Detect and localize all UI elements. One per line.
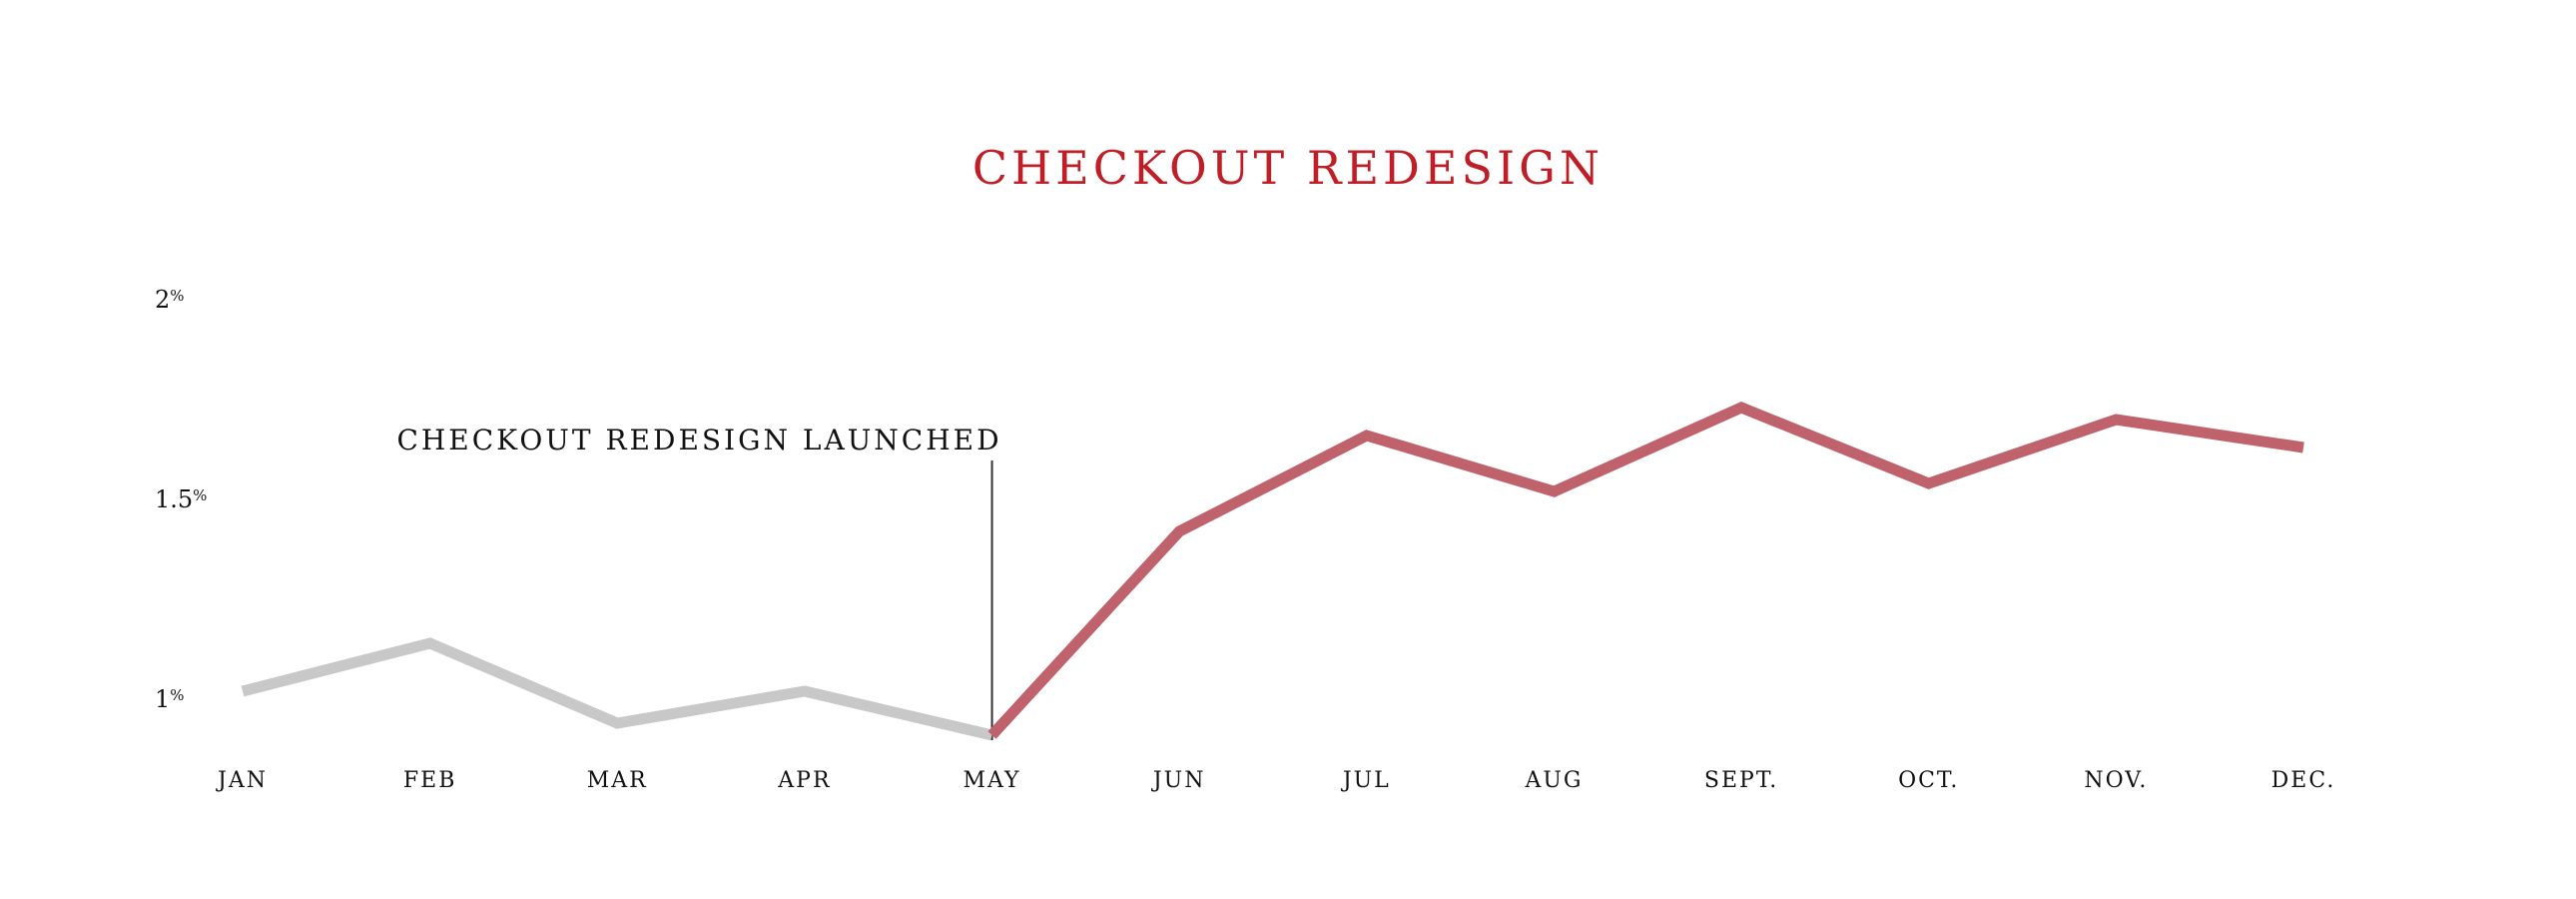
x-tick-label: MAR (587, 768, 648, 793)
annotation: CHECKOUT REDESIGN LAUNCHED (396, 424, 1001, 740)
data-points (242, 407, 2304, 736)
x-tick-label: OCT. (1898, 768, 1959, 793)
x-tick-label: SEPT. (1704, 768, 1778, 793)
x-tick-label: APR (777, 768, 831, 793)
y-tick-label: 1.5% (155, 485, 207, 513)
x-tick-label: JUN (1151, 768, 1206, 793)
x-tick-label: AUG (1524, 768, 1583, 793)
y-tick-label: 2% (155, 286, 185, 314)
x-axis: JAN FEB MAR APR MAY JUN JUL AUG SEPT. OCT. NOV. DEC… (216, 768, 2336, 793)
series-line-after-launch (987, 402, 2304, 739)
y-axis: 1% 1.5% 2% (155, 286, 207, 713)
series-line-before-launch (241, 637, 993, 741)
chart-title: CHECKOUT REDESIGN (972, 141, 1604, 195)
x-tick-label: NOV. (2084, 768, 2148, 793)
x-tick-label: JUL (1341, 768, 1391, 793)
x-tick-label: FEB (403, 768, 457, 793)
x-tick-label: JAN (216, 768, 268, 793)
series-lines (241, 402, 2304, 741)
x-tick-label: MAY (964, 768, 1021, 793)
x-tick-label: DEC. (2271, 768, 2336, 793)
annotation-label: CHECKOUT REDESIGN LAUNCHED (396, 424, 1001, 456)
y-tick-label: 1% (155, 685, 185, 713)
